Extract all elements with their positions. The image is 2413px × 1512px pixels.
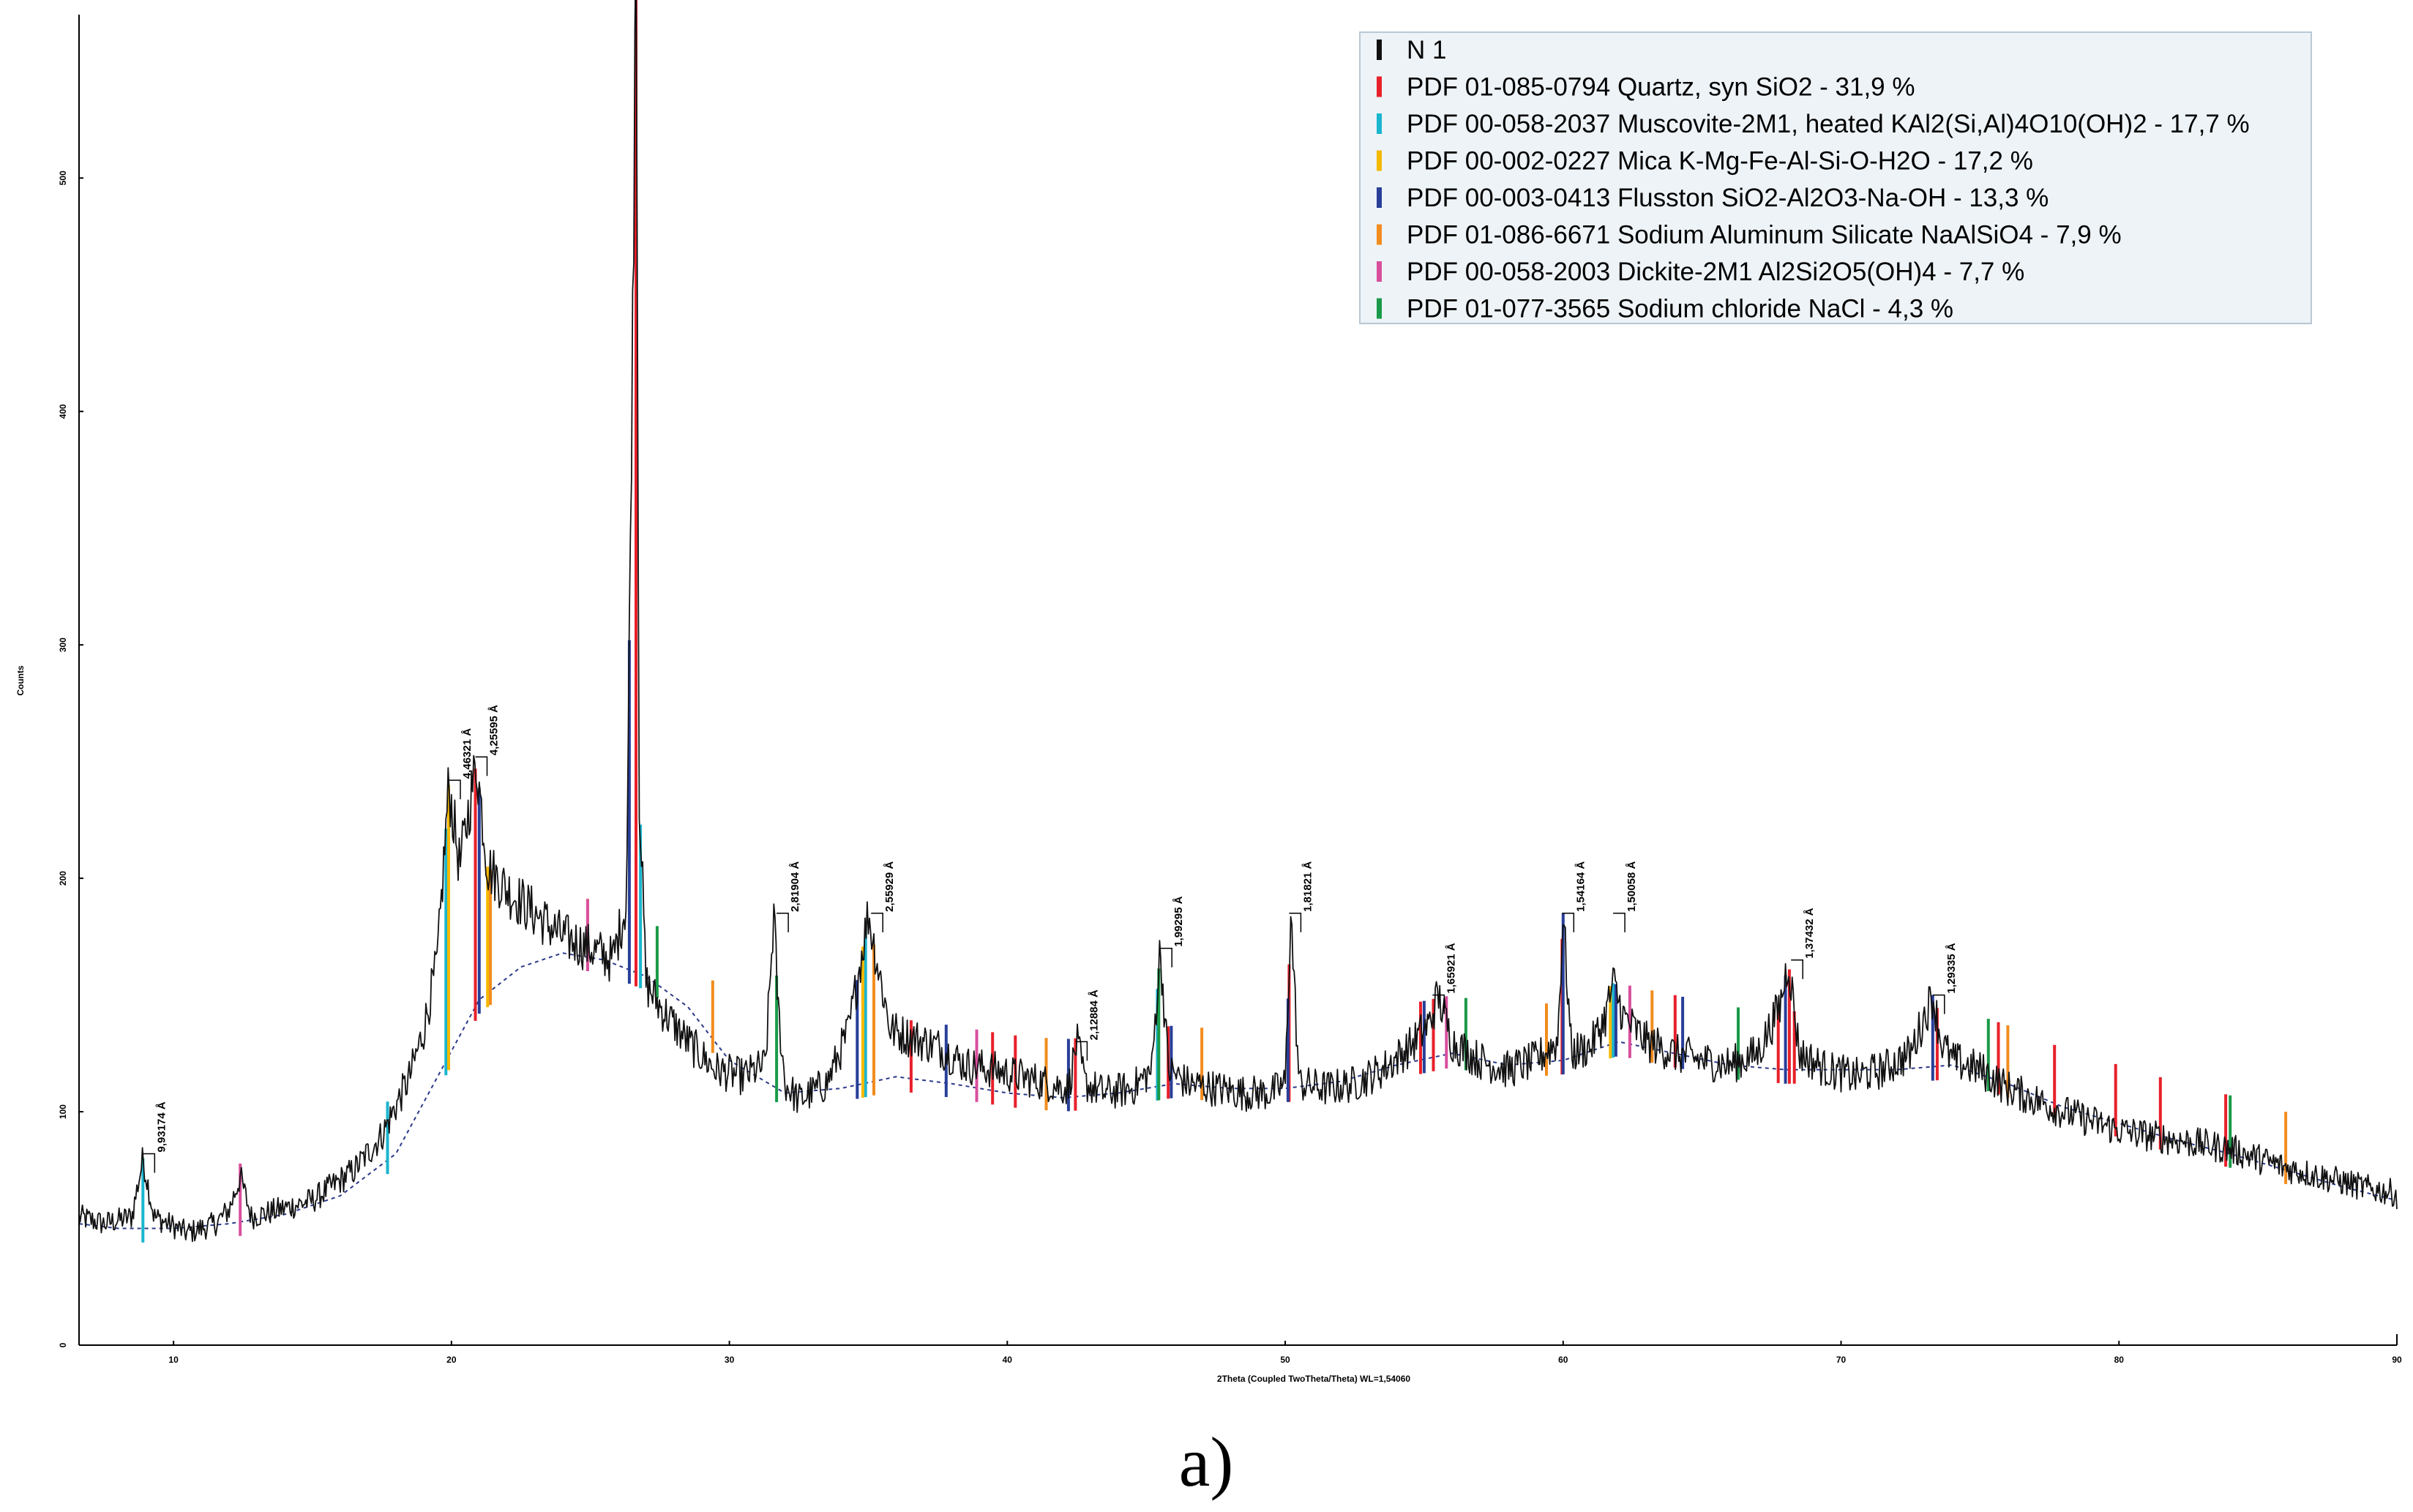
peak-label-text: 1,99295 Å bbox=[1172, 896, 1185, 946]
peak-label: 4,25595 Å bbox=[475, 705, 501, 776]
legend-swatch bbox=[1377, 113, 1382, 134]
peak-leader bbox=[449, 779, 461, 800]
x-tick-label: 10 bbox=[168, 1355, 179, 1365]
legend-swatch bbox=[1377, 40, 1382, 60]
peak-label: 1,37432 Å bbox=[1791, 907, 1816, 979]
legend-label: PDF 00-058-2037 Muscovite-2M1, heated KA… bbox=[1407, 110, 2250, 138]
peak-label-text: 1,81821 Å bbox=[1301, 861, 1314, 912]
peak-leader bbox=[871, 913, 883, 932]
legend-swatch bbox=[1377, 187, 1382, 208]
legend-item: PDF 00-058-2037 Muscovite-2M1, heated KA… bbox=[1377, 110, 2250, 138]
legend-item: PDF 00-002-0227 Mica K-Mg-Fe-Al-Si-O-H2O… bbox=[1377, 147, 2033, 176]
y-tick-label: 100 bbox=[58, 1104, 68, 1119]
plot-area bbox=[78, 0, 2398, 1243]
peak-label: 2,12884 Å bbox=[1075, 989, 1100, 1061]
x-tick-label: 20 bbox=[446, 1355, 457, 1365]
peak-leader bbox=[1932, 994, 1945, 1014]
legend-item: N 1 bbox=[1377, 36, 1446, 64]
peak-label-text: 1,50058 Å bbox=[1625, 861, 1638, 912]
peak-label: 4,46321 Å bbox=[449, 728, 474, 800]
legend-item: PDF 00-003-0413 Flusston SiO2-Al2O3-Na-O… bbox=[1377, 184, 2049, 212]
legend-swatch bbox=[1377, 76, 1382, 97]
peak-label: 1,81821 Å bbox=[1289, 861, 1314, 932]
peak-label: 9,93174 Å bbox=[143, 1101, 168, 1173]
x-tick-label: 80 bbox=[2114, 1355, 2125, 1365]
peak-label: 1,65921 Å bbox=[1432, 943, 1457, 1014]
x-tick-label: 50 bbox=[1280, 1355, 1290, 1365]
peak-label-text: 2,55929 Å bbox=[883, 861, 896, 912]
legend-label: PDF 01-086-6671 Sodium Aluminum Silicate… bbox=[1407, 221, 2122, 250]
peak-leader bbox=[1289, 913, 1302, 932]
y-tick-label: 300 bbox=[58, 637, 68, 652]
x-tick-label: 40 bbox=[1003, 1355, 1013, 1365]
y-tick-label: 200 bbox=[58, 871, 68, 886]
peak-label: 1,50058 Å bbox=[1613, 861, 1638, 932]
figure-caption: a) bbox=[1179, 1423, 1234, 1501]
peak-leader bbox=[1613, 913, 1625, 932]
peak-leader bbox=[1562, 913, 1575, 932]
legend: N 1 PDF 01-085-0794 Quartz, syn SiO2 - 31… bbox=[1359, 31, 2312, 324]
peak-label-text: 4,25595 Å bbox=[488, 705, 501, 755]
legend-item: PDF 01-077-3565 Sodium chloride NaCl - 4… bbox=[1377, 295, 1953, 323]
legend-label: PDF 00-003-0413 Flusston SiO2-Al2O3-Na-O… bbox=[1407, 184, 2049, 212]
peak-label-text: 2,81904 Å bbox=[789, 861, 801, 912]
peak-leader bbox=[1432, 994, 1445, 1014]
pattern-line bbox=[78, 0, 2398, 1243]
peak-label: 1,54164 Å bbox=[1562, 861, 1587, 932]
peak-leader bbox=[777, 913, 789, 932]
legend-swatch bbox=[1377, 298, 1382, 319]
y-axis-title: Counts bbox=[15, 665, 26, 696]
peak-leader bbox=[1160, 948, 1172, 968]
peak-label-text: 1,54164 Å bbox=[1574, 861, 1587, 912]
peak-labels: 9,93174 Å4,46321 Å4,25595 Å3,33993 Å2,81… bbox=[143, 705, 1958, 1173]
peak-leader bbox=[143, 1153, 156, 1173]
peak-label-text: 9,93174 Å bbox=[155, 1101, 168, 1152]
legend-label: PDF 00-002-0227 Mica K-Mg-Fe-Al-Si-O-H2O… bbox=[1407, 147, 2033, 176]
y-tick-label: 500 bbox=[58, 171, 68, 185]
legend-label: PDF 01-077-3565 Sodium chloride NaCl - 4… bbox=[1407, 295, 1953, 323]
axes: 10 20 30 40 50 60 70 80 90 0 100 200 300 400 500 bbox=[58, 15, 2402, 1365]
peak-label-text: 4,46321 Å bbox=[461, 728, 474, 779]
y-tick-label: 400 bbox=[58, 404, 68, 419]
x-tick-label: 90 bbox=[2392, 1355, 2402, 1365]
peak-label: 1,29335 Å bbox=[1932, 943, 1958, 1014]
legend-item: PDF 01-085-0794 Quartz, syn SiO2 - 31,9 … bbox=[1377, 73, 1915, 102]
peak-leader bbox=[1791, 959, 1803, 979]
legend-swatch bbox=[1377, 150, 1382, 171]
legend-swatch bbox=[1377, 261, 1382, 282]
legend-swatch bbox=[1377, 224, 1382, 245]
peak-label: 2,55929 Å bbox=[871, 861, 896, 932]
x-tick-label: 60 bbox=[1558, 1355, 1568, 1365]
peak-label: 2,81904 Å bbox=[777, 861, 801, 932]
x-tick-label: 30 bbox=[725, 1355, 735, 1365]
legend-label: PDF 00-058-2003 Dickite-2M1 Al2Si2O5(OH)… bbox=[1407, 258, 2024, 286]
legend-label: PDF 01-085-0794 Quartz, syn SiO2 - 31,9 … bbox=[1407, 73, 1915, 102]
peak-leader bbox=[475, 756, 488, 776]
y-tick-label: 0 bbox=[58, 1342, 68, 1347]
peak-label-text: 1,37432 Å bbox=[1803, 907, 1816, 958]
peak-leader bbox=[1075, 1041, 1088, 1061]
x-axis-title: 2Theta (Coupled TwoTheta/Theta) WL=1,540… bbox=[1217, 1374, 1410, 1384]
legend-label: N 1 bbox=[1407, 36, 1446, 64]
peak-label-text: 1,65921 Å bbox=[1445, 943, 1457, 993]
peak-label-text: 2,12884 Å bbox=[1088, 989, 1100, 1040]
peak-label-text: 1,29335 Å bbox=[1945, 943, 1958, 993]
legend-box bbox=[1359, 31, 2312, 324]
peak-label: 1,99295 Å bbox=[1160, 896, 1185, 968]
legend-item: PDF 00-058-2003 Dickite-2M1 Al2Si2O5(OH)… bbox=[1377, 258, 2024, 286]
x-tick-label: 70 bbox=[1836, 1355, 1847, 1365]
legend-item: PDF 01-086-6671 Sodium Aluminum Silicate… bbox=[1377, 221, 2122, 250]
